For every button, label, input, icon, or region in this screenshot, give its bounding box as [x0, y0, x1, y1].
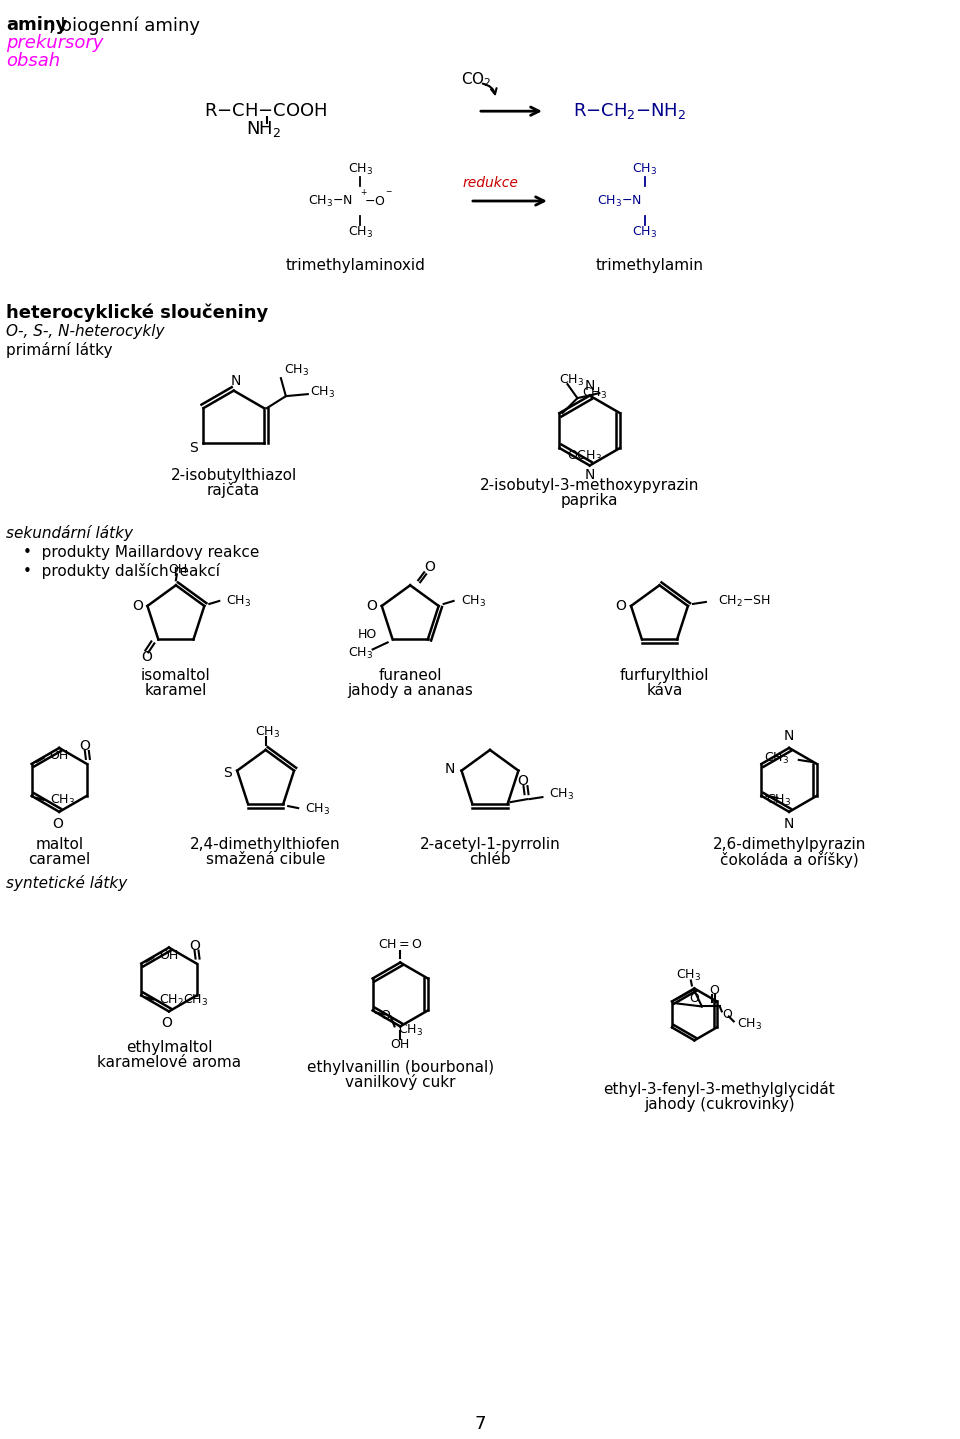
Text: CH$_3$: CH$_3$ — [348, 226, 372, 240]
Text: O: O — [615, 599, 627, 613]
Text: 2,6-dimethylpyrazin: 2,6-dimethylpyrazin — [712, 837, 866, 852]
Text: N: N — [784, 817, 794, 830]
Text: CH$_3$: CH$_3$ — [764, 751, 789, 767]
Text: CH$_3$: CH$_3$ — [583, 386, 608, 400]
Text: O: O — [52, 817, 62, 830]
Text: CH$_3$: CH$_3$ — [284, 363, 309, 377]
Text: prekursory: prekursory — [7, 35, 104, 52]
Text: •  produkty Maillardovy reakce: • produkty Maillardovy reakce — [23, 545, 260, 560]
Text: trimethylamin: trimethylamin — [595, 259, 704, 273]
Text: CH$_3$: CH$_3$ — [766, 793, 792, 809]
Text: O: O — [380, 1009, 391, 1022]
Text: S: S — [189, 440, 198, 455]
Text: furfurylthiol: furfurylthiol — [620, 668, 709, 682]
Text: CH$_3$: CH$_3$ — [255, 724, 280, 740]
Text: NH$_2$: NH$_2$ — [246, 119, 281, 140]
Text: O: O — [132, 599, 143, 613]
Text: N: N — [230, 374, 241, 387]
Text: OH: OH — [159, 950, 179, 963]
Text: ethylmaltol: ethylmaltol — [126, 1040, 212, 1055]
Text: 7: 7 — [474, 1415, 486, 1433]
Text: paprika: paprika — [561, 494, 618, 508]
Text: $-$O: $-$O — [364, 194, 385, 207]
Text: CH$_3$: CH$_3$ — [397, 1023, 422, 1038]
Text: jahody (cukrovinky): jahody (cukrovinky) — [644, 1097, 795, 1112]
Text: N: N — [784, 730, 794, 743]
Text: CH$_3$: CH$_3$ — [676, 968, 702, 983]
Text: karamel: karamel — [145, 682, 207, 698]
Text: CH$_3$: CH$_3$ — [632, 161, 657, 177]
Text: $^+$: $^+$ — [359, 189, 368, 199]
Text: CH$_3$$-$N: CH$_3$$-$N — [308, 193, 353, 209]
Text: OCH$_3$: OCH$_3$ — [567, 449, 602, 463]
Text: CH$_3$: CH$_3$ — [461, 593, 486, 609]
Text: 2,4-dimethylthiofen: 2,4-dimethylthiofen — [190, 837, 341, 852]
Text: O: O — [424, 560, 436, 574]
Text: $^-$: $^-$ — [384, 189, 393, 199]
Text: vanilkový cukr: vanilkový cukr — [345, 1075, 455, 1091]
Text: CH$_2$$-$SH: CH$_2$$-$SH — [718, 593, 771, 609]
Text: CH$_3$: CH$_3$ — [305, 802, 330, 817]
Text: O: O — [708, 984, 719, 997]
Text: chléb: chléb — [469, 852, 511, 868]
Text: CH$_3$: CH$_3$ — [227, 593, 252, 609]
Text: CH$_3$: CH$_3$ — [348, 161, 372, 177]
Text: O-, S-, N-heterocykly: O-, S-, N-heterocykly — [7, 324, 165, 338]
Text: OH: OH — [391, 1038, 410, 1050]
Text: N: N — [444, 761, 455, 776]
Text: trimethylaminoxid: trimethylaminoxid — [285, 259, 425, 273]
Text: R$-$CH$_2$$-$NH$_2$: R$-$CH$_2$$-$NH$_2$ — [573, 101, 686, 121]
Text: OH: OH — [50, 750, 69, 763]
Text: O: O — [689, 991, 699, 1004]
Text: CH$_3$: CH$_3$ — [632, 226, 657, 240]
Text: sekundární látky: sekundární látky — [7, 525, 133, 541]
Text: CH$_3$: CH$_3$ — [736, 1017, 762, 1032]
Text: aminy: aminy — [7, 16, 68, 35]
Text: R$-$CH$-$COOH: R$-$CH$-$COOH — [204, 102, 327, 121]
Text: káva: káva — [646, 682, 683, 698]
Text: isomaltol: isomaltol — [141, 668, 211, 682]
Text: CH$_3$: CH$_3$ — [50, 793, 75, 809]
Text: redukce: redukce — [462, 176, 517, 190]
Text: obsah: obsah — [7, 52, 60, 71]
Text: primární látky: primární látky — [7, 341, 113, 358]
Text: O: O — [80, 740, 90, 753]
Text: maltol: maltol — [36, 837, 84, 852]
Text: CH$=$O: CH$=$O — [378, 938, 422, 951]
Text: syntetické látky: syntetické látky — [7, 875, 128, 891]
Text: N: N — [585, 378, 595, 393]
Text: 2-isobutyl-3-methoxypyrazin: 2-isobutyl-3-methoxypyrazin — [480, 478, 700, 494]
Text: O: O — [367, 599, 377, 613]
Text: CH$_3$: CH$_3$ — [348, 646, 373, 661]
Text: rajčata: rajčata — [207, 482, 260, 498]
Text: CO$_2$: CO$_2$ — [461, 71, 492, 89]
Text: CH$_3$: CH$_3$ — [560, 373, 585, 387]
Text: , biogenní aminy: , biogenní aminy — [49, 16, 201, 35]
Text: CH$_3$$-$N: CH$_3$$-$N — [597, 193, 642, 209]
Text: smažená cibule: smažená cibule — [205, 852, 325, 868]
Text: ethyl-3-fenyl-3-methylglycidát: ethyl-3-fenyl-3-methylglycidát — [604, 1081, 835, 1098]
Text: S: S — [223, 766, 231, 780]
Text: caramel: caramel — [28, 852, 90, 868]
Text: N: N — [585, 469, 595, 482]
Text: furaneol: furaneol — [378, 668, 442, 682]
Text: HO: HO — [358, 627, 377, 640]
Text: O: O — [517, 774, 528, 789]
Text: heterocyklické sloučeniny: heterocyklické sloučeniny — [7, 304, 269, 322]
Text: CH$_3$: CH$_3$ — [310, 384, 335, 400]
Text: CH$_3$: CH$_3$ — [549, 787, 574, 802]
Text: 2-acetyl-1-pyrrolin: 2-acetyl-1-pyrrolin — [420, 837, 561, 852]
Text: O: O — [722, 1007, 732, 1020]
Text: ethylvanillin (bourbonal): ethylvanillin (bourbonal) — [306, 1061, 493, 1075]
Text: CH$_2$CH$_3$: CH$_2$CH$_3$ — [159, 993, 208, 1007]
Text: O: O — [141, 650, 152, 665]
Text: OH: OH — [168, 563, 187, 576]
Text: čokoláda a oříšky): čokoláda a oříšky) — [720, 852, 858, 868]
Text: •  produkty dalších reakcí: • produkty dalších reakcí — [23, 563, 221, 580]
Text: O: O — [189, 938, 200, 953]
Text: jahody a ananas: jahody a ananas — [348, 682, 473, 698]
Text: O: O — [161, 1016, 173, 1030]
Text: karamelové aroma: karamelové aroma — [97, 1055, 241, 1069]
Text: 2-isobutylthiazol: 2-isobutylthiazol — [171, 468, 297, 484]
